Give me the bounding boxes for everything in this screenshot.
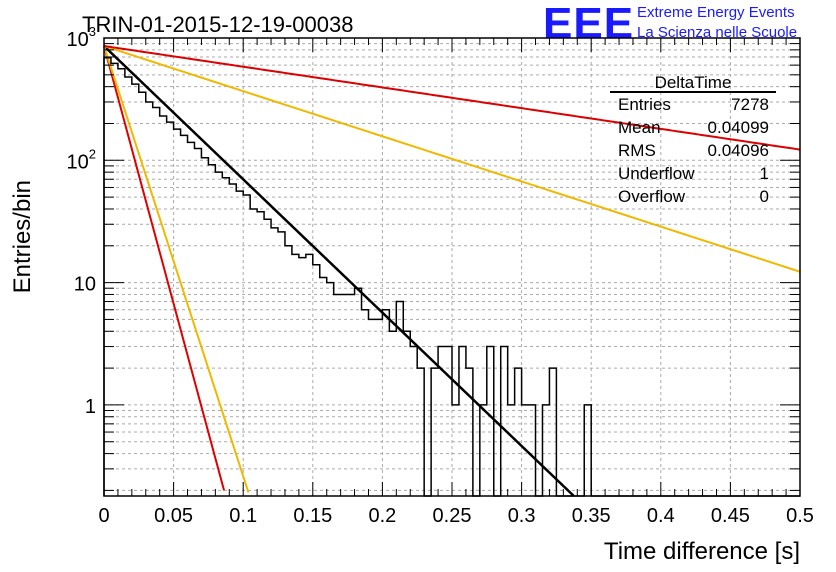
stats-label: RMS	[618, 141, 656, 160]
x-tick-label: 0.2	[368, 505, 396, 527]
stats-value: 0	[760, 187, 769, 206]
fit-curve-3	[103, 45, 250, 493]
fit-curve-5	[103, 45, 801, 151]
stats-value: 0.04099	[708, 118, 769, 137]
stats-label: Underflow	[618, 164, 695, 183]
x-tick-label: 0.3	[508, 505, 536, 527]
logo-subtitle-1: Extreme Energy Events	[637, 4, 795, 21]
x-tick-label: 0.4	[647, 505, 675, 527]
x-tick-label: 0.15	[293, 505, 332, 527]
y-tick-label: 10	[74, 274, 96, 296]
x-tick-label: 0.35	[572, 505, 611, 527]
stats-box: DeltaTime Entries 7278 Mean 0.04099 RMS 0.0409…	[610, 73, 776, 206]
fit-curves	[103, 45, 801, 497]
stats-value: 1	[760, 164, 769, 183]
y-tick-label: 102	[67, 146, 96, 173]
stats-label: Entries	[618, 95, 671, 114]
x-axis-label: Time difference [s]	[604, 538, 800, 565]
fit-curve-2	[103, 45, 226, 491]
y-tick-label: 1	[85, 396, 96, 418]
x-tick-label: 0.5	[786, 505, 814, 527]
x-tick-label: 0.25	[433, 505, 472, 527]
stats-value: 7278	[731, 95, 769, 114]
x-tick-label: 0.05	[154, 505, 193, 527]
x-tick-label: 0.45	[711, 505, 750, 527]
stats-title: DeltaTime	[655, 73, 732, 92]
stats-value: 0.04096	[708, 141, 769, 160]
y-axis-label: Entries/bin	[9, 180, 36, 293]
logo-subtitle-2: La Scienza nelle Scuole	[637, 24, 798, 41]
run-title: TRIN-01-2015-12-19-00038	[82, 12, 354, 37]
fit-curve-1	[103, 45, 575, 497]
grid-lines	[104, 38, 800, 496]
stats-label: Overflow	[618, 187, 686, 206]
x-axis-ticks: 0 0.05 0.1 0.15 0.2 0.25 0.3 0.35 0.4 0.45 0.5	[98, 38, 814, 527]
x-tick-label: 0	[98, 505, 109, 527]
stats-label: Mean	[618, 118, 661, 137]
x-tick-label: 0.1	[229, 505, 257, 527]
y-tick-label: 103	[67, 24, 96, 51]
fit-curve-4	[103, 45, 801, 273]
